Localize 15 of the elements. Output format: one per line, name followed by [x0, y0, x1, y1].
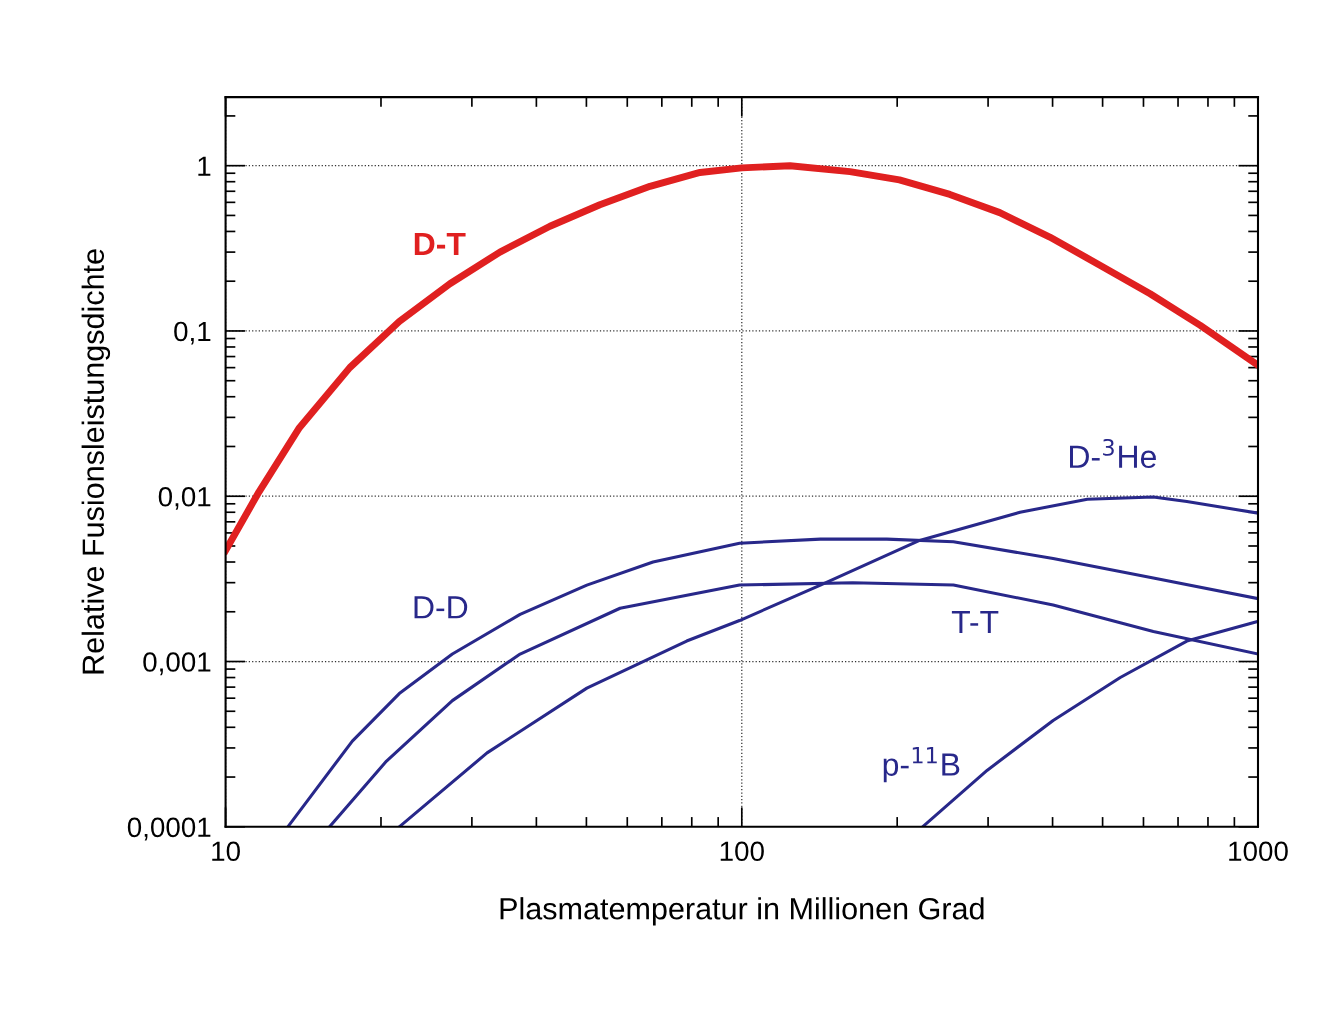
y-tick-label: 1	[198, 156, 211, 176]
x-tick-label: 1000	[1229, 841, 1288, 862]
x-axis-title: Plasmatemperatur in Millionen Grad	[500, 897, 984, 926]
x-tick-label: 100	[720, 841, 764, 862]
y-tick-label: 0,001	[143, 652, 211, 676]
y-tick-label: 0,0001	[127, 817, 211, 841]
series-label: D-$^{3}$He	[1070, 438, 1156, 469]
y-axis-title: Relative Fusionsleistungsdichte	[81, 249, 111, 674]
series-label: p-$^{11}$B	[883, 747, 960, 783]
y-tick-label: 0,1	[174, 321, 211, 345]
x-tick-label: 10	[212, 841, 240, 862]
series-label: D-D	[414, 596, 468, 619]
y-tick-label: 0,01	[158, 486, 211, 510]
series-label: T-T	[951, 610, 999, 633]
series-label: D-T	[414, 232, 466, 255]
